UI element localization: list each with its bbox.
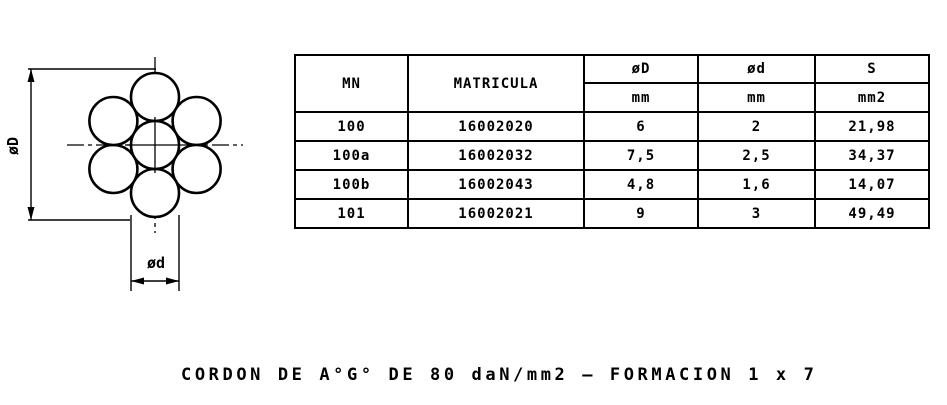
cell-outer-diameter: 4,8 [583, 169, 699, 200]
arrowhead-up-icon [27, 69, 35, 82]
cell-matricula: 16002043 [407, 169, 585, 200]
col-header-mn: MN [294, 54, 409, 113]
cell-outer-diameter: 9 [583, 198, 699, 229]
header-row-titles: MN MATRICULA øD ød S [294, 54, 930, 113]
col-header-outer-diameter: øD [583, 54, 699, 84]
cell-inner-diameter: 1,6 [697, 169, 816, 200]
col-header-inner-diameter: ød [697, 54, 816, 84]
caption: CORDON DE A°G° DE 80 daN/mm2 — FORMACION… [181, 365, 818, 385]
wire-circle-upper-right [171, 95, 222, 147]
unit-section: mm2 [814, 82, 930, 113]
cell-inner-diameter: 3 [697, 198, 816, 229]
arrowhead-left-icon [131, 277, 144, 285]
cell-mn: 100a [294, 140, 409, 171]
wire-circle-top [129, 71, 181, 123]
table-row: 100b 16002043 4,8 1,6 14,07 [294, 169, 930, 200]
cell-mn: 100 [294, 111, 409, 142]
cell-section: 34,37 [814, 140, 930, 171]
arrowhead-down-icon [27, 207, 35, 220]
wire-circle-lower-left [88, 143, 139, 195]
cell-matricula: 16002020 [407, 111, 585, 142]
cell-mn: 101 [294, 198, 409, 229]
wire-circle-upper-left [88, 95, 139, 147]
table-row: 100a 16002032 7,5 2,5 34,37 [294, 140, 930, 171]
cell-outer-diameter: 7,5 [583, 140, 699, 171]
arrowhead-right-icon [166, 277, 179, 285]
cell-section: 49,49 [814, 198, 930, 229]
wire-circle-bottom [129, 167, 181, 219]
cell-inner-diameter: 2 [697, 111, 816, 142]
cell-matricula: 16002032 [407, 140, 585, 171]
unit-outer-diameter: mm [583, 82, 699, 113]
cell-section: 14,07 [814, 169, 930, 200]
inner-diameter-label: ød [147, 254, 165, 272]
center-cross [127, 117, 183, 173]
outer-diameter-dimension: øD [4, 68, 156, 221]
col-header-matricula: MATRICULA [407, 54, 585, 113]
outer-diameter-label: øD [4, 137, 22, 155]
wire-circle-lower-right [171, 143, 222, 195]
cell-matricula: 16002021 [407, 198, 585, 229]
inner-diameter-dimension: ød [130, 215, 180, 291]
cell-outer-diameter: 6 [583, 111, 699, 142]
strand-cross-section-drawing: øD ød [4, 57, 243, 291]
cell-mn: 100b [294, 169, 409, 200]
cell-section: 21,98 [814, 111, 930, 142]
header-row-units: mm mm mm2 [295, 82, 930, 113]
unit-inner-diameter: mm [697, 82, 816, 113]
spec-table: MN MATRICULA øD ød S mm mm mm2 100 16002… [294, 54, 930, 229]
col-header-section: S [814, 54, 930, 84]
table-row: 100 16002020 6 2 21,98 [294, 111, 930, 142]
cell-inner-diameter: 2,5 [697, 140, 816, 171]
table-row: 101 16002021 9 3 49,49 [294, 198, 930, 229]
